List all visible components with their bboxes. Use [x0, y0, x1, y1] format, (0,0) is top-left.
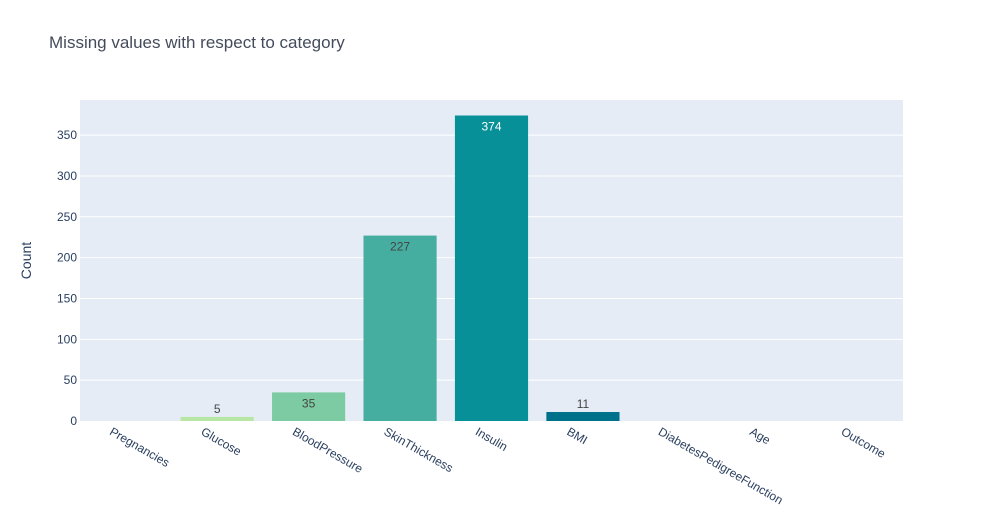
x-tick-label: SkinThickness: [382, 424, 456, 475]
bar-value-label: 374: [481, 120, 501, 134]
x-tick-label: Age: [747, 424, 773, 447]
x-tick-label: BloodPressure: [290, 424, 365, 476]
bar-value-label: 227: [390, 240, 410, 254]
bar-bloodpressure[interactable]: [272, 392, 346, 421]
y-tick-label: 100: [57, 332, 77, 346]
x-axis-ticks: Pregnancies Glucose BloodPressure SkinThick…: [107, 424, 888, 507]
y-tick-label: 50: [64, 373, 78, 387]
x-tick-label: Glucose: [199, 424, 244, 458]
y-tick-label: 300: [57, 169, 77, 183]
y-tick-label: 150: [57, 291, 77, 305]
x-tick-label: Pregnancies: [107, 424, 172, 469]
y-tick-label: 250: [57, 210, 77, 224]
bar-skinthickness[interactable]: [363, 235, 437, 421]
y-tick-label: 200: [57, 251, 77, 265]
bar-glucose[interactable]: [180, 416, 254, 421]
y-tick-label: 0: [70, 414, 77, 428]
bar-value-label: 11: [577, 397, 590, 411]
x-tick-label: BMI: [564, 424, 589, 447]
x-tick-label: Insulin: [473, 424, 510, 453]
bar-bmi[interactable]: [546, 412, 620, 421]
bar-value-label: 35: [302, 396, 316, 410]
bar-value-label: 5: [214, 402, 221, 416]
x-tick-label: Outcome: [839, 424, 888, 461]
bar-insulin[interactable]: [454, 115, 529, 422]
bars: 5 35 227 374 11: [180, 115, 620, 422]
y-tick-label: 350: [57, 128, 77, 142]
chart-title: Missing values with respect to category: [49, 33, 345, 52]
y-axis-ticks: 0 50 100 150 200 250 300 350: [57, 128, 77, 428]
y-axis-title: Count: [18, 242, 34, 279]
